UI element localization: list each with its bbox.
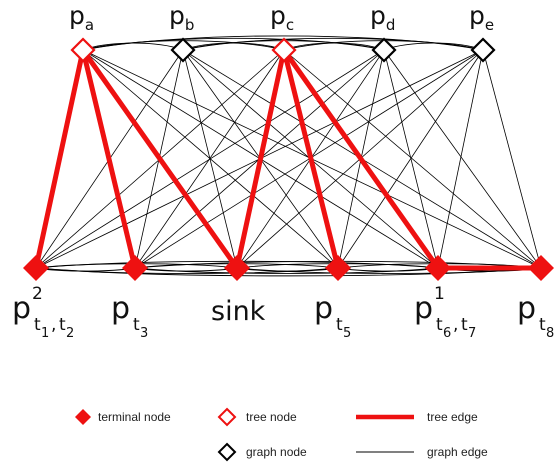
graph-node — [170, 37, 196, 63]
graph-edge — [383, 49, 542, 269]
graph-node — [371, 37, 397, 63]
legend-terminal-icon — [75, 409, 91, 425]
graph-edge — [35, 49, 385, 269]
svg-text:t: t — [461, 315, 468, 335]
svg-text:t: t — [436, 315, 443, 335]
graph-node — [470, 37, 496, 63]
arc-edges — [35, 35, 542, 277]
svg-text:t: t — [34, 315, 41, 335]
graph-edge — [283, 49, 542, 269]
tree-edge — [80, 47, 138, 271]
svg-text:,: , — [453, 315, 458, 335]
svg-text:2: 2 — [32, 284, 43, 304]
tree-edge — [234, 47, 287, 271]
graph-edge — [337, 49, 484, 269]
legend-graph-node-icon — [217, 442, 237, 462]
terminal-node — [224, 255, 250, 281]
svg-text:5: 5 — [343, 326, 351, 341]
legend-tree-edge-label: tree edge — [427, 410, 478, 424]
svg-text:,: , — [51, 315, 56, 335]
svg-text:6: 6 — [443, 326, 451, 341]
tree-edges — [33, 47, 544, 271]
legend-graph-edge-label: graph edge — [427, 445, 488, 459]
svg-text:t: t — [59, 315, 66, 335]
graph-edge — [482, 49, 542, 269]
tree-node — [70, 37, 96, 63]
svg-text:p: p — [414, 291, 433, 326]
graph-edges — [35, 49, 542, 269]
svg-text:3: 3 — [140, 326, 148, 341]
svg-text:t: t — [133, 315, 140, 335]
terminal-node — [23, 255, 49, 281]
legend-tree-node-icon — [217, 407, 237, 427]
node-label-pc: pc — [270, 1, 294, 34]
svg-text:sink: sink — [211, 296, 266, 327]
node-label-pd: pd — [370, 1, 395, 34]
svg-text:t: t — [539, 315, 546, 335]
legend-graph-node-label: graph node — [246, 445, 307, 459]
graph-edge — [383, 49, 439, 269]
node-label-b1: p 2t 1, t 2 — [12, 284, 74, 341]
nodes — [23, 37, 554, 281]
svg-text:p: p — [12, 291, 31, 326]
tree-edge — [281, 47, 441, 271]
graph-arc — [182, 37, 484, 51]
svg-text:t: t — [336, 315, 343, 335]
graph-arc — [82, 37, 385, 51]
legend: terminal node tree node tree edge graph … — [75, 407, 488, 462]
svg-text:8: 8 — [546, 326, 554, 341]
tree-node — [271, 37, 297, 63]
node-label-pa: pa — [69, 1, 94, 34]
node-label-pb: pb — [169, 1, 194, 34]
node-label-b5: p 1t 6, t 7 — [414, 284, 476, 341]
legend-terminal-label: terminal node — [98, 410, 171, 424]
graph-arc — [337, 267, 439, 272]
graph-edge — [437, 49, 484, 269]
terminal-node — [122, 255, 148, 281]
legend-tree-node-label: tree node — [246, 410, 297, 424]
svg-text:p: p — [314, 291, 333, 326]
terminal-node — [425, 255, 451, 281]
svg-text:1: 1 — [41, 326, 49, 341]
svg-text:p: p — [517, 291, 536, 326]
node-label-b3: sink — [211, 296, 266, 327]
tree-edge — [80, 47, 240, 271]
node-label-pe: pe — [469, 1, 494, 34]
svg-text:p: p — [111, 291, 130, 326]
tree-edge — [33, 47, 86, 271]
terminal-node — [528, 255, 554, 281]
tree-edge — [281, 47, 341, 271]
svg-text:2: 2 — [66, 326, 74, 341]
terminal-node — [325, 255, 351, 281]
svg-text:7: 7 — [468, 326, 476, 341]
svg-text:1: 1 — [434, 284, 445, 304]
